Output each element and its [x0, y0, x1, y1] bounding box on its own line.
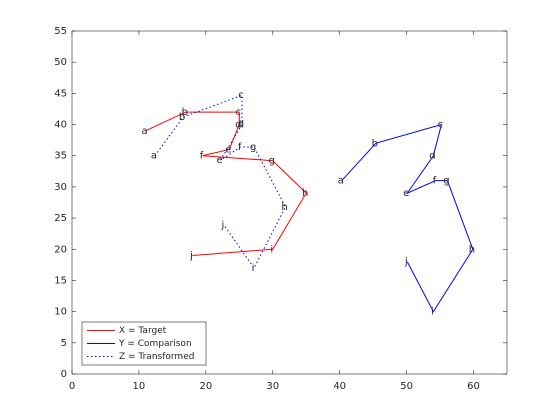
- point-label: b: [179, 112, 185, 123]
- y-tick-label: 30: [54, 182, 67, 193]
- y-tick-label: 25: [54, 213, 67, 224]
- series-line: [341, 123, 474, 313]
- y-tick-label: 20: [54, 244, 67, 255]
- y-tick-label: 15: [54, 275, 67, 286]
- point-label: f: [200, 151, 204, 162]
- plot-area: [71, 30, 508, 375]
- point-label: i: [252, 263, 255, 274]
- point-label: b: [182, 107, 188, 118]
- y-tick-label: 40: [54, 120, 67, 131]
- point-label: c: [236, 107, 242, 118]
- point-label: g: [250, 142, 256, 153]
- point-label: h: [469, 244, 475, 255]
- point-label: c: [238, 90, 244, 101]
- point-label: f: [433, 176, 437, 187]
- y-tick-label: 35: [54, 151, 67, 162]
- point-label: d: [429, 151, 435, 162]
- point-label: i: [270, 244, 273, 255]
- y-tick-label: 55: [54, 26, 67, 37]
- point-label: b: [372, 138, 378, 149]
- point-label: j: [221, 220, 225, 231]
- point-label: a: [338, 176, 344, 187]
- point-label: j: [404, 257, 408, 268]
- point-label: g: [443, 176, 449, 187]
- y-tick-label: 5: [61, 338, 67, 349]
- point-label: i: [431, 307, 434, 318]
- point-label: a: [142, 126, 148, 137]
- y-tick-label: 10: [54, 307, 67, 318]
- point-label: g: [269, 156, 275, 167]
- y-tick-label: 0: [61, 369, 67, 380]
- x-tick-label: 30: [266, 381, 279, 392]
- y-tick-label: 50: [54, 57, 67, 68]
- series-line: [145, 111, 307, 257]
- y-tick-label: 45: [54, 88, 67, 99]
- point-label: e: [225, 144, 231, 155]
- point-label: h: [302, 188, 308, 199]
- point-label: d: [238, 120, 244, 131]
- x-tick-label: 0: [69, 381, 75, 392]
- x-tick-label: 20: [199, 381, 212, 392]
- point-label: a: [151, 151, 157, 162]
- point-label: d: [235, 120, 241, 131]
- point-label: j: [189, 251, 193, 262]
- point-label: c: [438, 120, 444, 131]
- legend-label: Y = Comparison: [118, 339, 192, 349]
- legend-label: Z = Transformed: [119, 352, 194, 362]
- point-label: h: [281, 202, 287, 213]
- point-label: f: [238, 142, 242, 153]
- point-label: e: [403, 188, 409, 199]
- x-tick-label: 60: [467, 381, 480, 392]
- legend-label: X = Target: [119, 326, 167, 336]
- x-tick-label: 10: [133, 381, 146, 392]
- x-tick-label: 40: [333, 381, 346, 392]
- x-tick-label: 50: [400, 381, 413, 392]
- point-label: e: [216, 155, 222, 166]
- series-line: [154, 94, 287, 269]
